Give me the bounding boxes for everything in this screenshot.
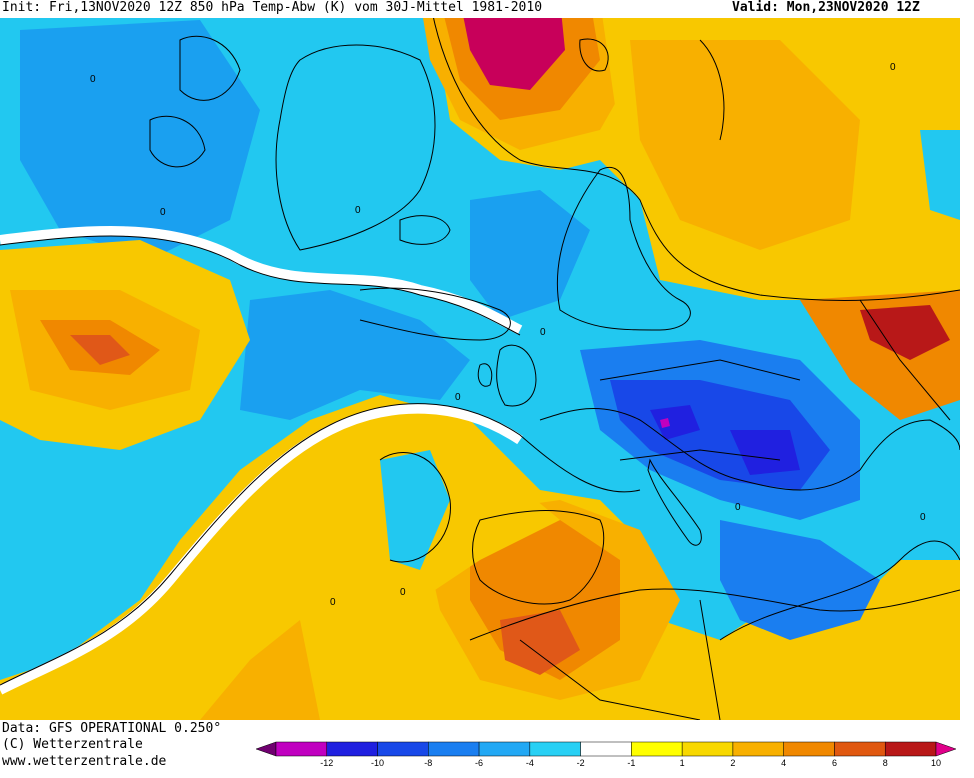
contour-label: 0 [890,62,896,73]
valid-time: Valid: Mon,23NOV2020 12Z [732,0,920,15]
colorbar-end-low [256,741,277,757]
east-warm-core [860,305,950,360]
contour-label: 0 [330,597,336,608]
colorbar-tick-label: 4 [781,758,787,768]
greenland-north-core [460,0,565,90]
atlantic-cold-core [20,20,260,260]
contour-label: 0 [455,392,461,403]
colorbar-segment [428,741,480,757]
init-title: Init: Fri,13NOV2020 12Z 850 hPa Temp-Abw… [2,0,543,15]
colorbar-tick-label: -4 [525,758,534,768]
temperature-anomaly-map: 0 0 0 0 0 0 0 0 0 0 [0,0,960,720]
contour-label: 0 [355,205,361,216]
colorbar-segment [732,741,784,757]
colorbar-tick-label: -6 [475,758,484,768]
colorbar-segment [631,741,683,757]
colorbar-segment [884,741,937,757]
colorbar-segment [275,741,328,757]
contour-label: 0 [400,587,406,598]
website: www.wetterzentrale.de [2,754,167,769]
contour-label: 0 [920,512,926,523]
colorbar-tick-label: -12 [320,758,334,768]
south-atlantic-warm2 [200,620,320,720]
map-footer: Data: GFS OPERATIONAL 0.250° (C) Wetterz… [0,720,974,778]
alps-cold-core [650,405,700,440]
colorbar-tick-label: 1 [679,758,685,768]
morocco-warm-core [500,610,580,675]
zero-contours [0,0,960,686]
data-source: Data: GFS OPERATIONAL 0.250° [2,721,222,736]
colorbar-tick-label: 10 [930,758,942,768]
colorbar-tick-label: 6 [831,758,837,768]
colorbar-labels: -12-10-8-6-4-2-1124681012 [256,758,956,772]
copyright: (C) Wetterzentrale [2,737,143,752]
colorbar-end-high [935,741,956,757]
contour-label: 0 [160,207,166,218]
colorbar-segment [834,741,886,757]
alps-spot [660,418,670,428]
map-header: Init: Fri,13NOV2020 12Z 850 hPa Temp-Abw… [0,0,974,18]
colorbar-tick-label: -2 [576,758,585,768]
russia-warm-mid [630,40,860,250]
nw-atlantic-warm-center [70,335,130,365]
kara-cold [920,130,960,220]
contour-labels: 0 0 0 0 0 0 0 0 0 0 [90,62,926,608]
coastlines [149,35,960,720]
colorbar-tick-label: 2 [730,758,736,768]
colorbar-tick-label: -10 [371,758,385,768]
east-med-cold [720,520,880,640]
south-atlantic-warm [160,410,560,720]
anomaly-field: 0 0 0 0 0 0 0 0 0 0 [0,0,960,720]
colorbar-tick-label: -8 [424,758,433,768]
contour-label: 0 [540,327,546,338]
contour-label: 0 [90,74,96,85]
colorbar-segment [326,741,378,757]
azores-cold [380,450,450,570]
scandinavia-cold [470,190,590,320]
near-zero-band-2 [0,403,523,695]
colorbar-tick-label: 8 [882,758,888,768]
colorbar-segment [478,741,531,757]
colorbar [256,741,956,757]
near-zero-band-1 [0,226,523,335]
colorbar-segment [783,741,835,757]
colorbar-segment [377,741,429,757]
contour-label: 0 [735,502,741,513]
colorbar-segment [681,741,734,757]
colorbar-segment [580,741,632,757]
colorbar-segment [529,741,581,757]
balkan-cold-core [730,430,800,475]
midatlantic-cold-core [240,290,470,420]
colorbar-tick-label: -1 [627,758,636,768]
